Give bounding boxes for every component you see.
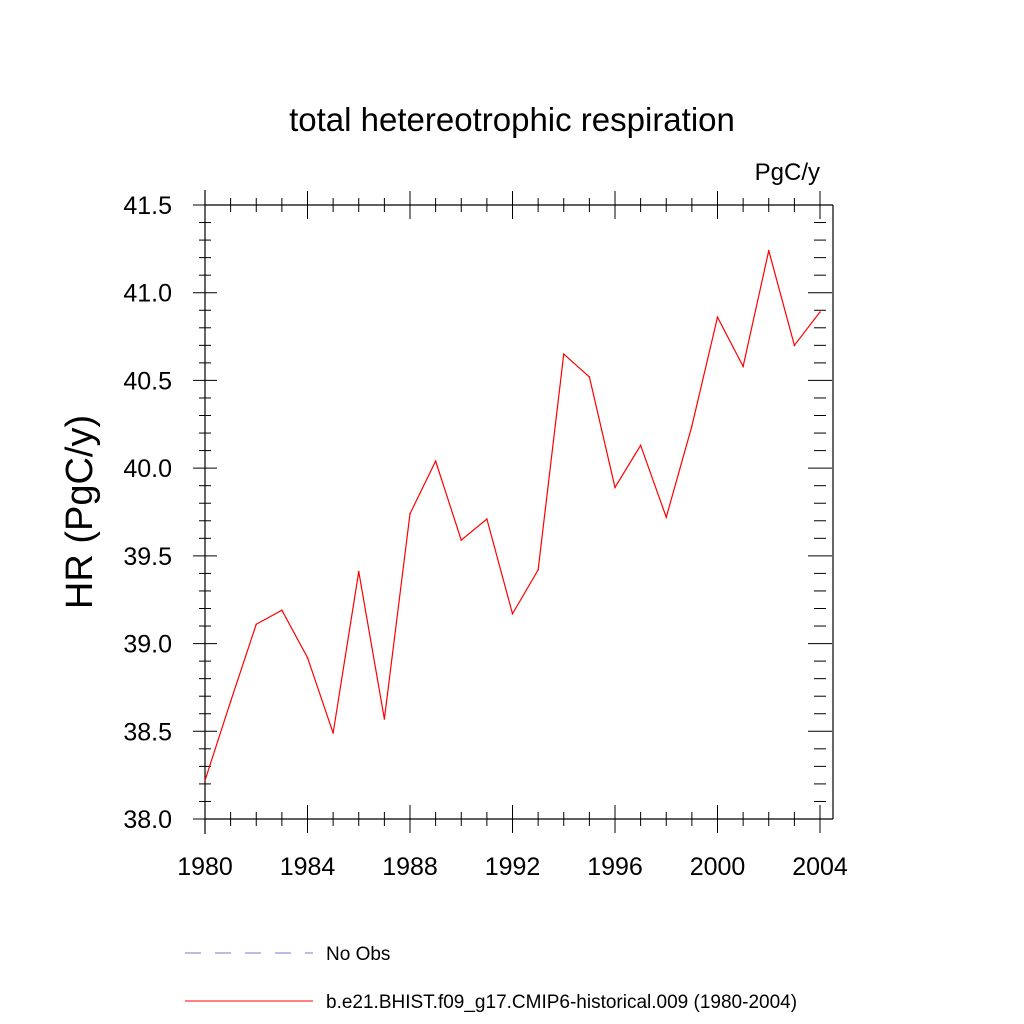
data-point	[716, 316, 719, 319]
x-axis-ticks: 1980 1984 1988 1992 1996 2000 2004	[177, 191, 848, 881]
series-line	[204, 250, 821, 781]
x-tick-label: 1988	[382, 853, 438, 881]
data-point	[793, 344, 796, 347]
data-point	[537, 569, 539, 571]
data-point	[819, 311, 821, 313]
series-layer	[204, 249, 821, 782]
x-tick-label: 1980	[177, 853, 233, 881]
data-point	[383, 718, 386, 720]
x-tick-label: 1992	[485, 853, 541, 881]
y-tick-label: 40.0	[123, 455, 172, 483]
legend: No Obs b.e21.BHIST.f09_g17.CMIP6-historic…	[185, 944, 797, 1013]
data-point	[409, 512, 411, 515]
chart-title: total hetereotrophic respiration	[289, 101, 735, 138]
data-point	[614, 486, 616, 489]
y-tick-label: 39.5	[123, 543, 172, 571]
data-point	[357, 570, 360, 573]
data-point	[742, 365, 744, 368]
data-point	[229, 700, 232, 703]
x-tick-label: 2004	[792, 853, 848, 881]
data-point	[281, 609, 283, 612]
data-point	[767, 249, 770, 252]
y-tick-label: 38.0	[123, 806, 172, 834]
data-point	[588, 376, 591, 378]
y-tick-label: 39.0	[123, 631, 172, 659]
data-point	[434, 460, 437, 462]
y-axis-ticks: 38.0 38.5 39.0 39.5 40.0 40.5 41.0 41.5	[123, 192, 832, 834]
x-tick-label: 1984	[280, 853, 336, 881]
x-tick-label: 2000	[690, 853, 746, 881]
y-tick-label: 38.5	[123, 718, 172, 746]
y-axis-label: HR (PgC/y)	[59, 415, 101, 609]
data-point	[486, 518, 488, 520]
legend-label: No Obs	[326, 944, 390, 965]
data-point	[691, 425, 693, 427]
plot-frame-group	[204, 190, 834, 834]
y-tick-label: 41.5	[123, 192, 172, 220]
data-point	[204, 779, 206, 782]
units-label: PgC/y	[755, 159, 820, 186]
x-tick-label: 1996	[587, 853, 643, 881]
legend-label: b.e21.BHIST.f09_g17.CMIP6-historical.009…	[326, 992, 797, 1013]
data-point	[332, 732, 334, 734]
data-point	[562, 353, 565, 355]
data-point	[255, 623, 258, 626]
data-point	[460, 539, 463, 541]
data-point	[665, 516, 668, 519]
data-point	[511, 612, 514, 615]
data-point	[306, 656, 309, 659]
data-point	[639, 444, 642, 447]
y-tick-label: 41.0	[123, 280, 172, 308]
y-tick-label: 40.5	[123, 367, 172, 395]
